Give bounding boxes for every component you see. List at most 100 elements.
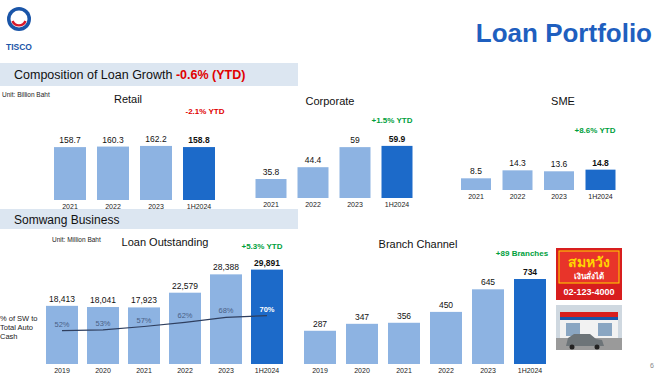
- bar: [46, 306, 78, 364]
- chart: Loan Outstanding +5.3% YTD 2019 2020 2021 202…: [46, 236, 283, 374]
- bar: [298, 167, 329, 198]
- chart-title: Retail: [114, 93, 142, 105]
- chart-title: Corporate: [306, 95, 355, 107]
- data-label: 18,413: [49, 294, 75, 304]
- data-labels: 287347356450645734: [313, 267, 537, 329]
- category-label: 2021: [263, 201, 279, 208]
- data-label: 158.7: [59, 135, 81, 145]
- plot-area: [256, 146, 413, 198]
- slide-canvas: TISCOLoan PortfolioComposition of Loan G…: [0, 0, 662, 377]
- data-label: 29,891: [254, 258, 280, 268]
- bar: [382, 146, 413, 198]
- bar: [140, 146, 172, 200]
- data-labels: 18,41318,04117,92322,57928,38829,89152%5…: [49, 258, 280, 329]
- chart-title: Loan Outstanding: [122, 236, 209, 248]
- brand-box: [556, 248, 622, 300]
- category-label: 2023: [148, 203, 164, 210]
- chart-title: Branch Channel: [379, 238, 458, 250]
- data-label: 59.9: [389, 134, 406, 144]
- line-label: 70%: [259, 305, 274, 314]
- data-label: 17,923: [131, 295, 157, 305]
- photo-sign: [560, 312, 618, 317]
- data-labels: 35.8 44.4 59 59.9: [263, 134, 406, 177]
- category-label: 2020: [95, 367, 111, 374]
- data-label: 347: [355, 312, 369, 322]
- logo-inner: [11, 11, 28, 28]
- category-label: 1H2024: [187, 203, 212, 210]
- line-label: 68%: [218, 306, 233, 315]
- bar: [514, 279, 546, 364]
- chart: SME+8.6% YTD2021202220231H20248.514.313.…: [461, 95, 616, 200]
- category-label: 1H2024: [255, 367, 280, 374]
- bar: [183, 147, 215, 200]
- line-label: 57%: [136, 316, 151, 325]
- page-number: 6: [650, 362, 654, 369]
- section-band: [0, 209, 298, 229]
- category-label: 2020: [354, 367, 370, 374]
- category-label: 2019: [54, 367, 70, 374]
- unit-label: Unit: Billion Baht: [2, 91, 50, 98]
- legend-entry: % of SW to Total Auto Cash: [0, 314, 44, 341]
- data-label: 160.3: [102, 135, 124, 145]
- category-label: 1H2024: [385, 201, 410, 208]
- bar: [304, 331, 336, 364]
- photo-window: [598, 323, 612, 336]
- annotation: +89 Branches: [496, 249, 549, 258]
- bar: [340, 147, 371, 198]
- bar: [461, 178, 491, 190]
- data-label: 8.5: [470, 166, 482, 176]
- bar: [87, 307, 119, 364]
- data-label: 59: [350, 135, 360, 145]
- bar: [472, 289, 504, 364]
- data-labels: 158.7160.3162.2158.8: [59, 134, 210, 145]
- data-label: 14.3: [509, 158, 526, 168]
- annotation: -2.1% YTD: [186, 107, 225, 116]
- chart: Branch Channel+89 Branches20192020202120…: [304, 238, 549, 374]
- bar: [256, 179, 287, 198]
- data-labels: 8.5 14.3 13.6 14.8: [470, 158, 609, 177]
- plot-area: [46, 270, 283, 364]
- plot-area: [54, 146, 215, 200]
- data-label: 450: [439, 300, 453, 310]
- photo-car: [566, 334, 604, 346]
- brand-inner: [559, 251, 619, 283]
- section-value: -0.6% (YTD): [176, 68, 245, 82]
- data-label: 287: [313, 319, 327, 329]
- category-label: 2019: [312, 367, 328, 374]
- category-label: 2022: [105, 203, 121, 210]
- annotation: +8.6% YTD: [575, 126, 616, 135]
- section-band: [0, 63, 298, 86]
- category-label: 2022: [177, 367, 193, 374]
- photo-wheel: [570, 345, 575, 350]
- line-label: 52%: [54, 320, 69, 329]
- unit-label: Unit: Million Baht: [52, 236, 101, 243]
- bar: [430, 312, 462, 364]
- bar: [251, 270, 283, 364]
- data-label: 645: [481, 277, 495, 287]
- data-label: 13.6: [551, 159, 568, 169]
- category-label: 1H2024: [588, 193, 613, 200]
- category-label: 2023: [480, 367, 496, 374]
- bar: [346, 324, 378, 364]
- bar: [97, 147, 129, 200]
- data-label: 14.8: [592, 158, 609, 168]
- brand-tagline: เงินสั่งได้: [574, 270, 604, 281]
- bar: [503, 170, 533, 190]
- annotation: +1.5% YTD: [372, 116, 413, 125]
- data-label: 22,579: [172, 281, 198, 291]
- data-label: 35.8: [263, 167, 280, 177]
- chart-title: SME: [551, 95, 575, 107]
- section-title: Somwang Business: [14, 213, 119, 227]
- line: [62, 316, 267, 331]
- data-label: 44.4: [305, 155, 322, 165]
- data-label: 18,041: [90, 295, 116, 305]
- logo-ring: [7, 7, 31, 31]
- slide: TISCOLoan PortfolioComposition of Loan G…: [0, 0, 662, 377]
- category-label: 2022: [438, 367, 454, 374]
- annotation: +5.3% YTD: [242, 242, 283, 251]
- category-label: 2021: [62, 203, 78, 210]
- plot-area: [461, 170, 616, 190]
- category-label: 2021: [136, 367, 152, 374]
- category-label: 2023: [347, 201, 363, 208]
- bar: [54, 147, 86, 200]
